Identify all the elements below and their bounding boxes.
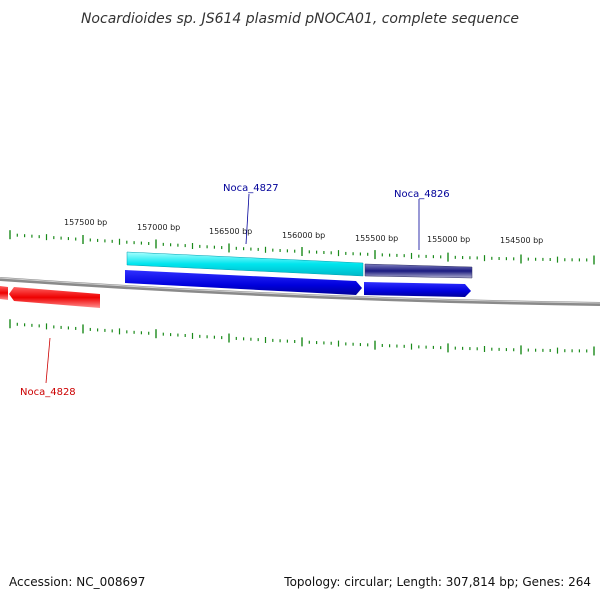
gene-label-noca-4828[interactable]: Noca_4828	[20, 387, 76, 398]
plasmid-backbone	[0, 277, 600, 306]
feature-bar-noca-4826[interactable]	[364, 263, 473, 279]
cds-arrow-noca-4827[interactable]	[125, 270, 362, 295]
topology-summary: Topology: circular; Length: 307,814 bp; …	[283, 575, 591, 589]
scale-ticks-inner	[9, 319, 595, 356]
leader-line-noca-4827	[245, 193, 250, 245]
scale-label-156000: 156000 bp	[282, 231, 325, 240]
scale-label-156500: 156500 bp	[209, 227, 252, 236]
map-title: Nocardioides sp. JS614 plasmid pNOCA01, …	[81, 11, 519, 27]
cds-arrow-noca-4826[interactable]	[364, 282, 471, 297]
scale-ticks-outer	[9, 230, 595, 265]
scale-label-154500: 154500 bp	[500, 236, 543, 245]
gene-label-noca-4827[interactable]: Noca_4827	[223, 183, 279, 194]
scale-label-155500: 155500 bp	[355, 234, 398, 243]
feature-bar-noca-4827[interactable]	[126, 251, 364, 277]
cds-arrow-partial-red	[0, 286, 8, 300]
gene-label-noca-4826[interactable]: Noca_4826	[394, 189, 450, 200]
scale-label-155000: 155000 bp	[427, 235, 470, 244]
scale-label-157500: 157500 bp	[64, 218, 107, 227]
accession-text: Accession: NC_008697	[9, 575, 145, 589]
cds-arrow-noca-4828[interactable]	[9, 287, 100, 308]
leader-line-noca-4828	[45, 337, 51, 384]
scale-label-157000: 157000 bp	[137, 223, 180, 232]
